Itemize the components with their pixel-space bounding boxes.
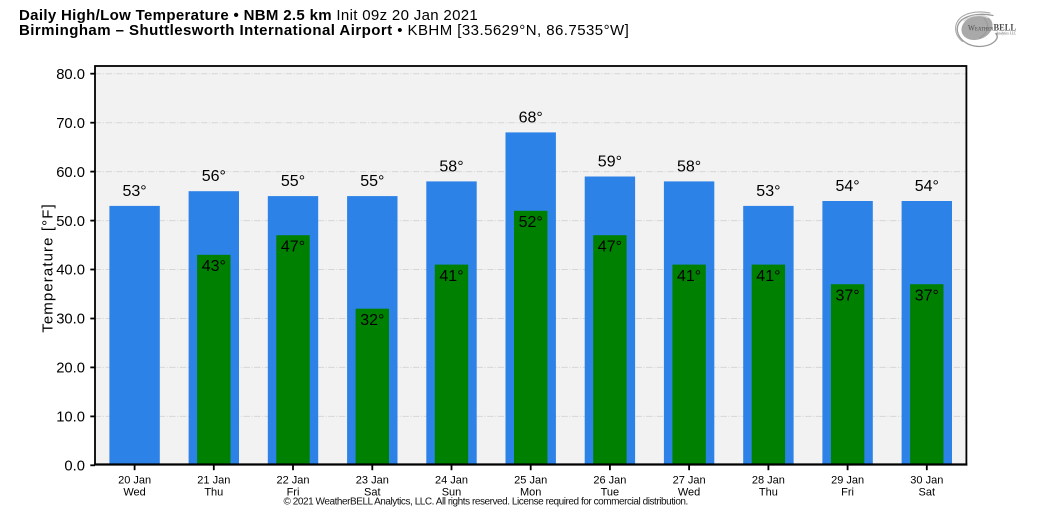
svg-text:22 Jan: 22 Jan (276, 475, 309, 487)
svg-text:Sat: Sat (364, 486, 381, 498)
svg-text:37°: 37° (915, 288, 939, 305)
svg-text:54°: 54° (915, 178, 939, 195)
svg-text:Wed: Wed (678, 486, 700, 498)
svg-text:Fri: Fri (841, 486, 854, 498)
svg-text:Fri: Fri (287, 486, 300, 498)
svg-text:41°: 41° (439, 268, 463, 285)
svg-text:32°: 32° (360, 312, 384, 329)
svg-text:80.0: 80.0 (56, 67, 85, 83)
svg-text:58°: 58° (439, 158, 463, 175)
svg-text:30.0: 30.0 (56, 312, 85, 328)
svg-text:50.0: 50.0 (56, 214, 85, 230)
svg-text:55°: 55° (360, 173, 384, 190)
svg-text:27 Jan: 27 Jan (673, 475, 706, 487)
svg-text:68°: 68° (519, 109, 543, 126)
svg-text:24 Jan: 24 Jan (435, 475, 468, 487)
svg-text:WEATHERBELL: WEATHERBELL (968, 24, 1016, 34)
svg-text:60.0: 60.0 (56, 165, 85, 181)
svg-text:53°: 53° (122, 183, 146, 200)
svg-text:Wed: Wed (123, 486, 145, 498)
svg-text:0.0: 0.0 (64, 459, 85, 475)
svg-text:28 Jan: 28 Jan (752, 475, 785, 487)
svg-text:47°: 47° (281, 239, 305, 256)
svg-text:© 2021 WeatherBELL Analytics,: © 2021 WeatherBELL Analytics, LLC. All r… (284, 497, 688, 508)
svg-text:37°: 37° (835, 288, 859, 305)
svg-text:Temperature [°F]: Temperature [°F] (40, 203, 57, 332)
svg-text:Analytics LLC: Analytics LLC (996, 31, 1017, 35)
svg-text:53°: 53° (756, 183, 780, 200)
svg-text:21 Jan: 21 Jan (197, 475, 230, 487)
svg-text:52°: 52° (519, 214, 543, 231)
svg-text:41°: 41° (756, 268, 780, 285)
svg-text:Thu: Thu (204, 486, 223, 498)
svg-text:25 Jan: 25 Jan (514, 475, 547, 487)
svg-text:56°: 56° (202, 168, 226, 185)
svg-text:Sun: Sun (442, 486, 462, 498)
svg-text:26 Jan: 26 Jan (593, 475, 626, 487)
svg-text:47°: 47° (598, 239, 622, 256)
svg-text:Mon: Mon (520, 486, 541, 498)
svg-text:40.0: 40.0 (56, 263, 85, 279)
svg-text:59°: 59° (598, 153, 622, 170)
svg-text:58°: 58° (677, 158, 701, 175)
svg-text:29 Jan: 29 Jan (831, 475, 864, 487)
svg-text:20.0: 20.0 (56, 361, 85, 377)
svg-text:10.0: 10.0 (56, 410, 85, 426)
svg-text:43°: 43° (202, 258, 226, 275)
svg-text:41°: 41° (677, 268, 701, 285)
svg-text:Thu: Thu (759, 486, 778, 498)
svg-text:23 Jan: 23 Jan (356, 475, 389, 487)
svg-text:54°: 54° (835, 178, 859, 195)
svg-text:20 Jan: 20 Jan (118, 475, 151, 487)
svg-text:70.0: 70.0 (56, 116, 85, 132)
svg-text:55°: 55° (281, 173, 305, 190)
svg-text:Sat: Sat (919, 486, 936, 498)
svg-text:Tue: Tue (601, 486, 620, 498)
svg-text:30 Jan: 30 Jan (910, 475, 943, 487)
